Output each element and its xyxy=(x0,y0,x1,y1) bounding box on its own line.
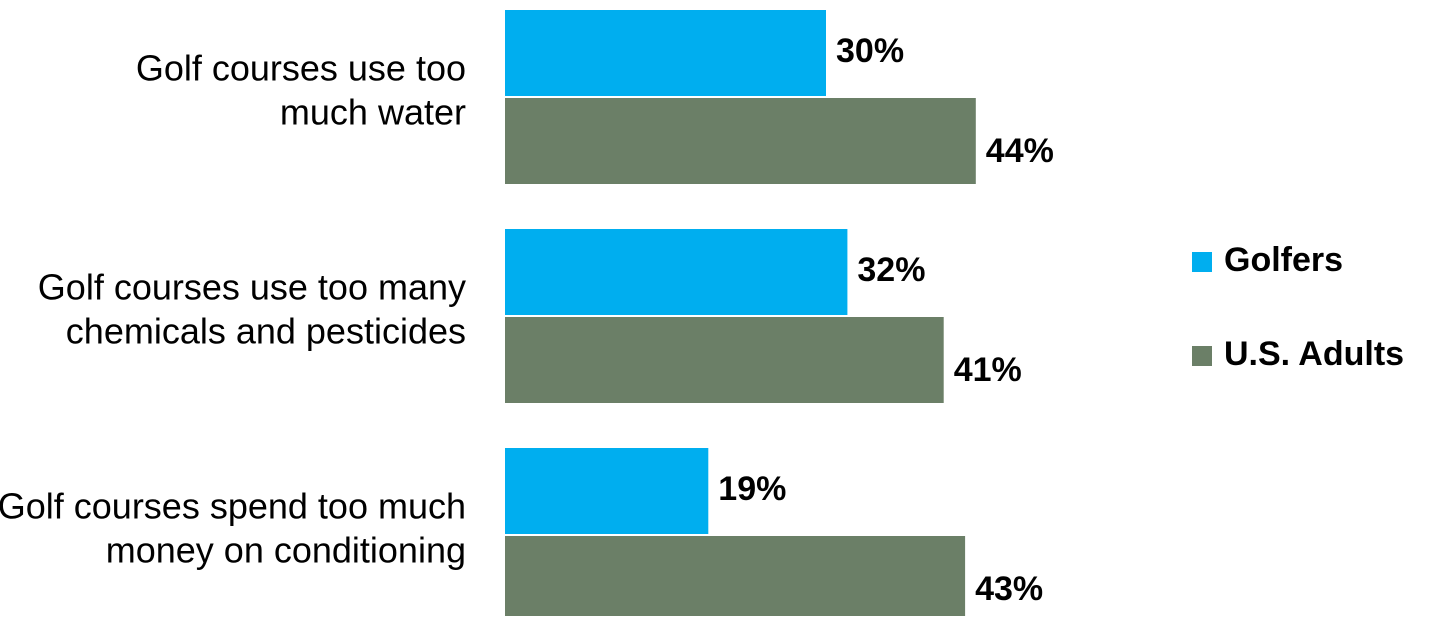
value-label-golfers-3: 19% xyxy=(718,470,786,508)
legend: Golfers U.S. Adults xyxy=(1192,241,1404,373)
category-label-1-line-1: Golf courses use too xyxy=(136,48,466,89)
value-labels-layer: 30% 44% 32% 41% 19% 43% xyxy=(718,32,1054,608)
category-label-3-line-1: Golf courses spend too much xyxy=(0,486,466,527)
legend-swatch-golfers xyxy=(1192,252,1212,272)
bars-layer xyxy=(505,10,976,621)
category-label-2-line-2: chemicals and pesticides xyxy=(66,311,466,352)
bar-u-s-adults-2 xyxy=(505,317,944,403)
value-label-golfers-1: 30% xyxy=(836,32,904,70)
legend-swatch-u-s-adults xyxy=(1192,346,1212,366)
bar-golfers-2 xyxy=(505,229,848,315)
value-label-u-s-adults-1: 44% xyxy=(986,132,1054,170)
value-label-u-s-adults-3: 43% xyxy=(975,570,1043,608)
bar-u-s-adults-3 xyxy=(505,536,966,621)
legend-label-golfers: Golfers xyxy=(1224,241,1343,279)
legend-label-u-s-adults: U.S. Adults xyxy=(1224,335,1404,373)
category-label-3-line-2: money on conditioning xyxy=(106,530,466,571)
bar-golfers-1 xyxy=(505,10,826,96)
bar-u-s-adults-1 xyxy=(505,98,976,184)
value-label-u-s-adults-2: 41% xyxy=(954,351,1022,389)
category-label-1-line-2: much water xyxy=(280,92,466,133)
category-label-2-line-1: Golf courses use too many xyxy=(38,267,466,308)
bar-golfers-3 xyxy=(505,448,709,534)
value-label-golfers-2: 32% xyxy=(857,251,925,289)
